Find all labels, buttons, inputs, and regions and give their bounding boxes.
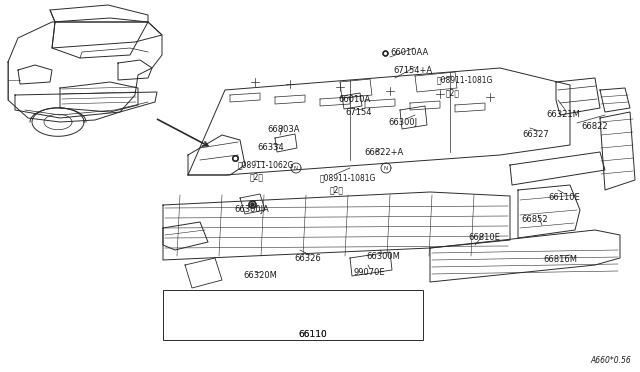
- Text: Ⓝ08911-1081G: Ⓝ08911-1081G: [437, 75, 493, 84]
- Text: 66822: 66822: [581, 122, 607, 131]
- Text: 66110E: 66110E: [548, 193, 580, 202]
- Text: 。2〃: 。2〃: [250, 172, 264, 181]
- Text: 67154+A: 67154+A: [393, 66, 432, 75]
- Text: 66822+A: 66822+A: [364, 148, 403, 157]
- Text: 66110: 66110: [298, 330, 327, 339]
- Text: Ⓝ08911-1062G: Ⓝ08911-1062G: [238, 160, 294, 169]
- Text: 66010AA: 66010AA: [390, 48, 428, 57]
- Text: 67154: 67154: [345, 108, 371, 117]
- Text: N: N: [294, 166, 298, 170]
- Text: 。2〃: 。2〃: [330, 185, 344, 194]
- Text: Ⓝ08911-1081G: Ⓝ08911-1081G: [320, 173, 376, 182]
- Text: 66300JA: 66300JA: [234, 205, 269, 214]
- Text: N: N: [384, 166, 388, 170]
- Text: 66326: 66326: [294, 254, 321, 263]
- Text: 66300J: 66300J: [388, 118, 417, 127]
- Text: 66321M: 66321M: [546, 110, 580, 119]
- Text: 。2〃: 。2〃: [446, 88, 460, 97]
- Text: 66010A: 66010A: [338, 95, 371, 104]
- Text: 66852: 66852: [521, 215, 548, 224]
- Text: 66816M: 66816M: [543, 255, 577, 264]
- Text: 66320M: 66320M: [243, 271, 277, 280]
- Text: 66803A: 66803A: [267, 125, 300, 134]
- Text: A660*0.56: A660*0.56: [590, 356, 631, 365]
- Text: 66110: 66110: [298, 330, 327, 339]
- Text: 66334: 66334: [257, 143, 284, 152]
- Text: 66810E: 66810E: [468, 233, 500, 242]
- Text: 99070E: 99070E: [353, 268, 385, 277]
- Bar: [163, 290, 423, 340]
- Text: 66300M: 66300M: [366, 252, 400, 261]
- Text: 66327: 66327: [522, 130, 548, 139]
